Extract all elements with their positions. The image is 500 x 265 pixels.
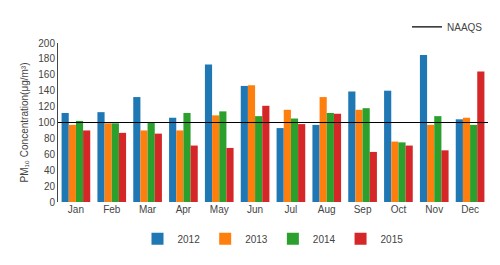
svg-text:Oct: Oct xyxy=(391,204,407,215)
svg-text:180: 180 xyxy=(38,53,55,64)
svg-text:2012: 2012 xyxy=(178,234,201,245)
svg-text:100: 100 xyxy=(38,117,55,128)
svg-text:60: 60 xyxy=(44,149,56,160)
svg-text:0: 0 xyxy=(49,197,55,208)
svg-text:Dec: Dec xyxy=(461,204,479,215)
svg-text:2015: 2015 xyxy=(381,234,404,245)
svg-text:Aug: Aug xyxy=(318,204,336,215)
svg-text:Jan: Jan xyxy=(68,204,84,215)
svg-text:Apr: Apr xyxy=(176,204,192,215)
svg-text:2013: 2013 xyxy=(245,234,268,245)
svg-text:NAAQS: NAAQS xyxy=(447,22,482,33)
svg-text:40: 40 xyxy=(44,165,56,176)
svg-text:Mar: Mar xyxy=(139,204,157,215)
svg-text:Jun: Jun xyxy=(247,204,263,215)
svg-text:200: 200 xyxy=(38,38,55,49)
svg-text:May: May xyxy=(210,204,229,215)
svg-text:Feb: Feb xyxy=(103,204,121,215)
svg-text:160: 160 xyxy=(38,69,55,80)
svg-text:Sep: Sep xyxy=(354,204,372,215)
svg-text:20: 20 xyxy=(44,181,56,192)
svg-text:Jul: Jul xyxy=(285,204,298,215)
svg-text:Nov: Nov xyxy=(425,204,443,215)
svg-text:2014: 2014 xyxy=(313,234,336,245)
svg-text:120: 120 xyxy=(38,101,55,112)
svg-text:140: 140 xyxy=(38,85,55,96)
svg-text:PM₁₀ Concentration(μg/m³): PM₁₀ Concentration(μg/m³) xyxy=(19,63,30,183)
svg-text:80: 80 xyxy=(44,133,56,144)
